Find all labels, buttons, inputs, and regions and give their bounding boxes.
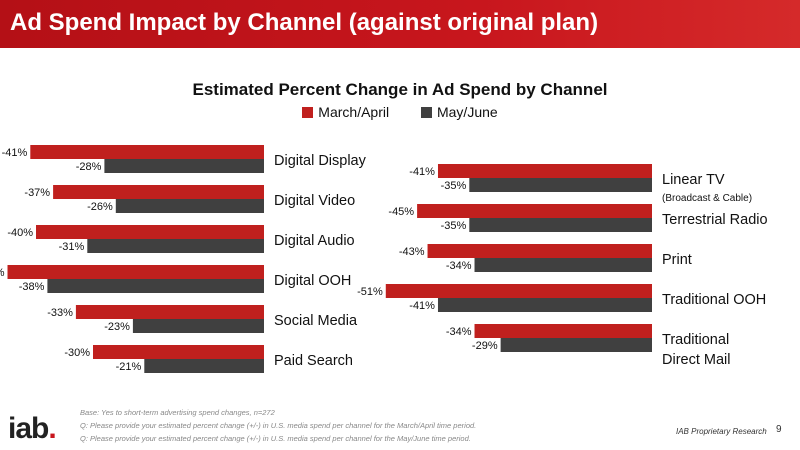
logo-dot: . <box>48 412 56 445</box>
bar-0-0-1 <box>104 159 265 173</box>
bar-0-1-1 <box>115 199 264 213</box>
data-label-1-1-1: -35% <box>441 220 467 232</box>
footnote-base: Base: Yes to short-term advertising spen… <box>80 408 275 417</box>
page-number: 9 <box>776 424 782 435</box>
logo-text: iab <box>8 412 49 445</box>
data-label-0-4-1: -23% <box>104 321 130 333</box>
footnote-q2: Q: Please provide your estimated percent… <box>80 434 471 443</box>
category-label-1-0: Linear TV <box>662 172 725 188</box>
data-label-1-0-0: -41% <box>409 166 435 178</box>
data-label-0-2-1: -31% <box>59 241 85 253</box>
data-label-0-3-1: -38% <box>19 281 45 293</box>
chart-title: Estimated Percent Change in Ad Spend by … <box>192 80 608 99</box>
data-label-0-0-0: -41% <box>2 147 28 159</box>
category-label-1-3: Traditional OOH <box>662 292 766 308</box>
title-banner: Ad Spend Impact by Channel (against orig… <box>0 0 800 48</box>
bar-1-3-1 <box>437 298 652 312</box>
bar-1-1-1 <box>469 218 652 232</box>
data-label-1-1-0: -45% <box>388 206 414 218</box>
category-label-1-4: Traditional <box>662 332 729 348</box>
category-label-0-1: Digital Video <box>274 193 355 209</box>
data-label-1-2-1: -34% <box>446 260 472 272</box>
research-label: IAB Proprietary Research <box>676 427 767 436</box>
bar-1-4-0 <box>474 324 652 338</box>
data-label-1-2-0: -43% <box>399 246 425 258</box>
bar-1-4-1 <box>500 338 652 352</box>
data-label-1-3-1: -41% <box>409 300 435 312</box>
bar-1-0-0 <box>437 164 652 178</box>
bar-0-0-0 <box>30 145 264 159</box>
bar-1-0-1 <box>469 178 652 192</box>
category-label-0-4: Social Media <box>274 313 358 329</box>
category-label-0-5: Paid Search <box>274 353 353 369</box>
bar-0-2-0 <box>36 225 264 239</box>
category-label-0-2: Digital Audio <box>274 233 355 249</box>
iab-logo: iab. <box>8 412 57 446</box>
legend-label-march-april: March/April <box>318 104 390 120</box>
legend-swatch-march-april <box>302 107 314 118</box>
category-label-1-4-line2: Direct Mail <box>662 352 730 368</box>
data-label-0-1-0: -37% <box>24 187 50 199</box>
category-label-1-2: Print <box>662 252 692 268</box>
footnote-q1: Q: Please provide your estimated percent… <box>80 421 477 430</box>
bar-chart: -41% -28% Digital Display -37% -26% Digital V… <box>0 145 768 373</box>
slide-title: Ad Spend Impact by Channel (against orig… <box>10 9 599 36</box>
data-label-0-2-0: -40% <box>7 227 33 239</box>
category-label-1-1: Terrestrial Radio <box>662 212 768 228</box>
legend-item-may-june: May/June <box>420 104 498 120</box>
data-label-1-0-1: -35% <box>441 180 467 192</box>
legend-swatch-may-june <box>420 107 432 118</box>
bar-0-5-1 <box>144 359 264 373</box>
bar-1-1-0 <box>417 204 652 218</box>
legend-label-may-june: May/June <box>436 104 498 120</box>
data-label-0-1-1: -26% <box>87 201 113 213</box>
category-label-0-0: Digital Display <box>274 153 367 169</box>
category-label-0-3: Digital OOH <box>274 273 351 289</box>
data-label-1-3-0: -51% <box>357 286 383 298</box>
data-label-0-0-1: -28% <box>76 161 102 173</box>
bar-0-3-0 <box>7 265 264 279</box>
data-label-1-4-0: -34% <box>446 326 472 338</box>
chart-legend: March/April May/June <box>0 104 800 120</box>
bar-1-2-0 <box>427 244 652 258</box>
bar-0-1-0 <box>53 185 264 199</box>
bar-1-2-1 <box>474 258 652 272</box>
bar-1-3-0 <box>385 284 652 298</box>
bar-0-5-0 <box>93 345 264 359</box>
data-label-0-3-0: -45% <box>0 267 5 279</box>
bar-0-4-1 <box>132 319 264 333</box>
data-label-0-5-0: -30% <box>64 347 90 359</box>
bar-0-2-1 <box>87 239 264 253</box>
bar-0-4-0 <box>75 305 265 319</box>
data-label-0-4-0: -33% <box>47 307 73 319</box>
data-label-0-5-1: -21% <box>116 361 142 373</box>
bar-0-3-1 <box>47 279 265 293</box>
category-sublabel-1-0: (Broadcast & Cable) <box>662 193 752 204</box>
legend-item-march-april: March/April <box>302 104 389 120</box>
data-label-1-4-1: -29% <box>472 340 498 352</box>
